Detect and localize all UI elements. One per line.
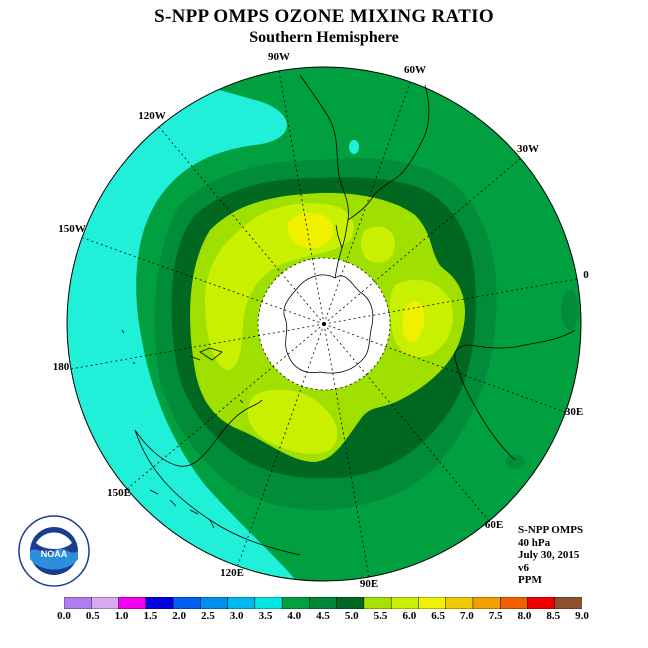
colorbar-tick-label: 8.5 bbox=[546, 610, 561, 622]
colorbar-tick-label: 0.0 bbox=[57, 610, 71, 622]
colorbar-tick-label: 1.5 bbox=[143, 610, 158, 622]
colorbar-segment bbox=[145, 597, 174, 609]
ozone-speck bbox=[349, 140, 359, 154]
colorbar-segment bbox=[390, 597, 420, 609]
colorbar-segment bbox=[200, 597, 229, 609]
colorbar-tick-label: 6.0 bbox=[402, 610, 417, 622]
colorbar-segment bbox=[499, 597, 529, 609]
lon-label-30w: 30W bbox=[517, 143, 539, 155]
parallel-inner bbox=[257, 257, 391, 391]
lon-label-0: 0 bbox=[583, 269, 589, 281]
info-date: July 30, 2015 bbox=[518, 549, 580, 561]
colorbar-segment bbox=[254, 597, 283, 609]
colorbar bbox=[64, 597, 582, 609]
lon-label-90e: 90E bbox=[360, 578, 378, 590]
graticule bbox=[70, 70, 578, 578]
colorbar-segment bbox=[418, 597, 447, 609]
map-title: S-NPP OMPS OZONE MIXING RATIO bbox=[154, 6, 494, 27]
colorbar-segment bbox=[91, 597, 120, 609]
ozone-band-6-0-6-5 bbox=[287, 212, 334, 249]
colorbar-tick-label: 6.5 bbox=[431, 610, 445, 622]
lon-label-120e: 120E bbox=[220, 567, 244, 579]
south-pole-marker bbox=[322, 322, 326, 326]
colorbar-tick-label: 3.0 bbox=[229, 610, 244, 622]
coastlines bbox=[121, 74, 576, 556]
lon-label-150e: 150E bbox=[107, 487, 131, 499]
lon-label-60e: 60E bbox=[485, 519, 503, 531]
lon-label-30e: 30E bbox=[565, 406, 583, 418]
lon-label-150w: 150W bbox=[58, 223, 86, 235]
colorbar-tick-label: 3.5 bbox=[258, 610, 273, 622]
south-america-coastline bbox=[299, 74, 430, 249]
colorbar-tick-label: 4.5 bbox=[316, 610, 330, 622]
ozone-band-5-5-6-0-ne bbox=[360, 226, 395, 263]
ozone-patch-southeast bbox=[505, 455, 525, 469]
colorbar-segment bbox=[336, 597, 365, 609]
islands-coastline bbox=[121, 329, 244, 529]
lon-label-90w: 90W bbox=[268, 51, 290, 63]
colorbar-tick-label: 1.0 bbox=[114, 610, 129, 622]
lon-label-180: 180 bbox=[53, 361, 70, 373]
colorbar-segment bbox=[64, 597, 93, 609]
colorbar-segment bbox=[445, 597, 474, 609]
colorbar-tick-label: 2.5 bbox=[201, 610, 215, 622]
colorbar-segment bbox=[172, 597, 202, 609]
colorbar-segment bbox=[554, 597, 582, 609]
map-border bbox=[66, 66, 582, 582]
info-units: PPM bbox=[518, 574, 542, 586]
noaa-logo: NOAA bbox=[18, 515, 90, 587]
colorbar-segment bbox=[527, 597, 556, 609]
ozone-patch-east bbox=[561, 290, 579, 330]
ozone-band-5-5-6-0-south bbox=[247, 389, 338, 455]
antarctica-coastline bbox=[283, 274, 374, 374]
colorbar-segment bbox=[227, 597, 256, 609]
info-block: S-NPP OMPS 40 hPa July 30, 2015 v6 PPM bbox=[518, 524, 583, 587]
new-zealand-coastline bbox=[189, 347, 223, 361]
australia-coastline bbox=[134, 399, 301, 556]
colorbar-segment bbox=[472, 597, 501, 609]
colorbar-tick-label: 4.0 bbox=[287, 610, 302, 622]
lon-label-120w: 120W bbox=[138, 110, 166, 122]
info-level: 40 hPa bbox=[518, 536, 551, 549]
colorbar-segment bbox=[309, 597, 338, 609]
colorbar-tick-label: 8.0 bbox=[517, 610, 532, 622]
noaa-logo-text: NOAA bbox=[41, 549, 68, 559]
colorbar-tick-label: 7.5 bbox=[488, 610, 503, 622]
colorbar-segment bbox=[363, 597, 392, 609]
africa-coastline bbox=[454, 329, 576, 461]
info-version: v6 bbox=[518, 561, 529, 574]
colorbar-tick-label: 9.0 bbox=[575, 610, 589, 622]
colorbar-tick-label: 0.5 bbox=[85, 610, 100, 622]
ozone-band-6-0-6-5-east bbox=[402, 301, 425, 343]
colorbar-tick-label: 5.0 bbox=[344, 610, 359, 622]
colorbar-segment bbox=[281, 597, 311, 609]
colorbar-segment bbox=[118, 597, 147, 609]
lon-label-60w: 60W bbox=[404, 64, 426, 76]
map-subtitle: Southern Hemisphere bbox=[249, 29, 399, 46]
colorbar-tick-label: 2.0 bbox=[172, 610, 186, 622]
info-instrument: S-NPP OMPS bbox=[518, 524, 584, 536]
colorbar-tick-label: 5.5 bbox=[373, 610, 388, 622]
colorbar-tick-label: 7.0 bbox=[460, 610, 474, 622]
